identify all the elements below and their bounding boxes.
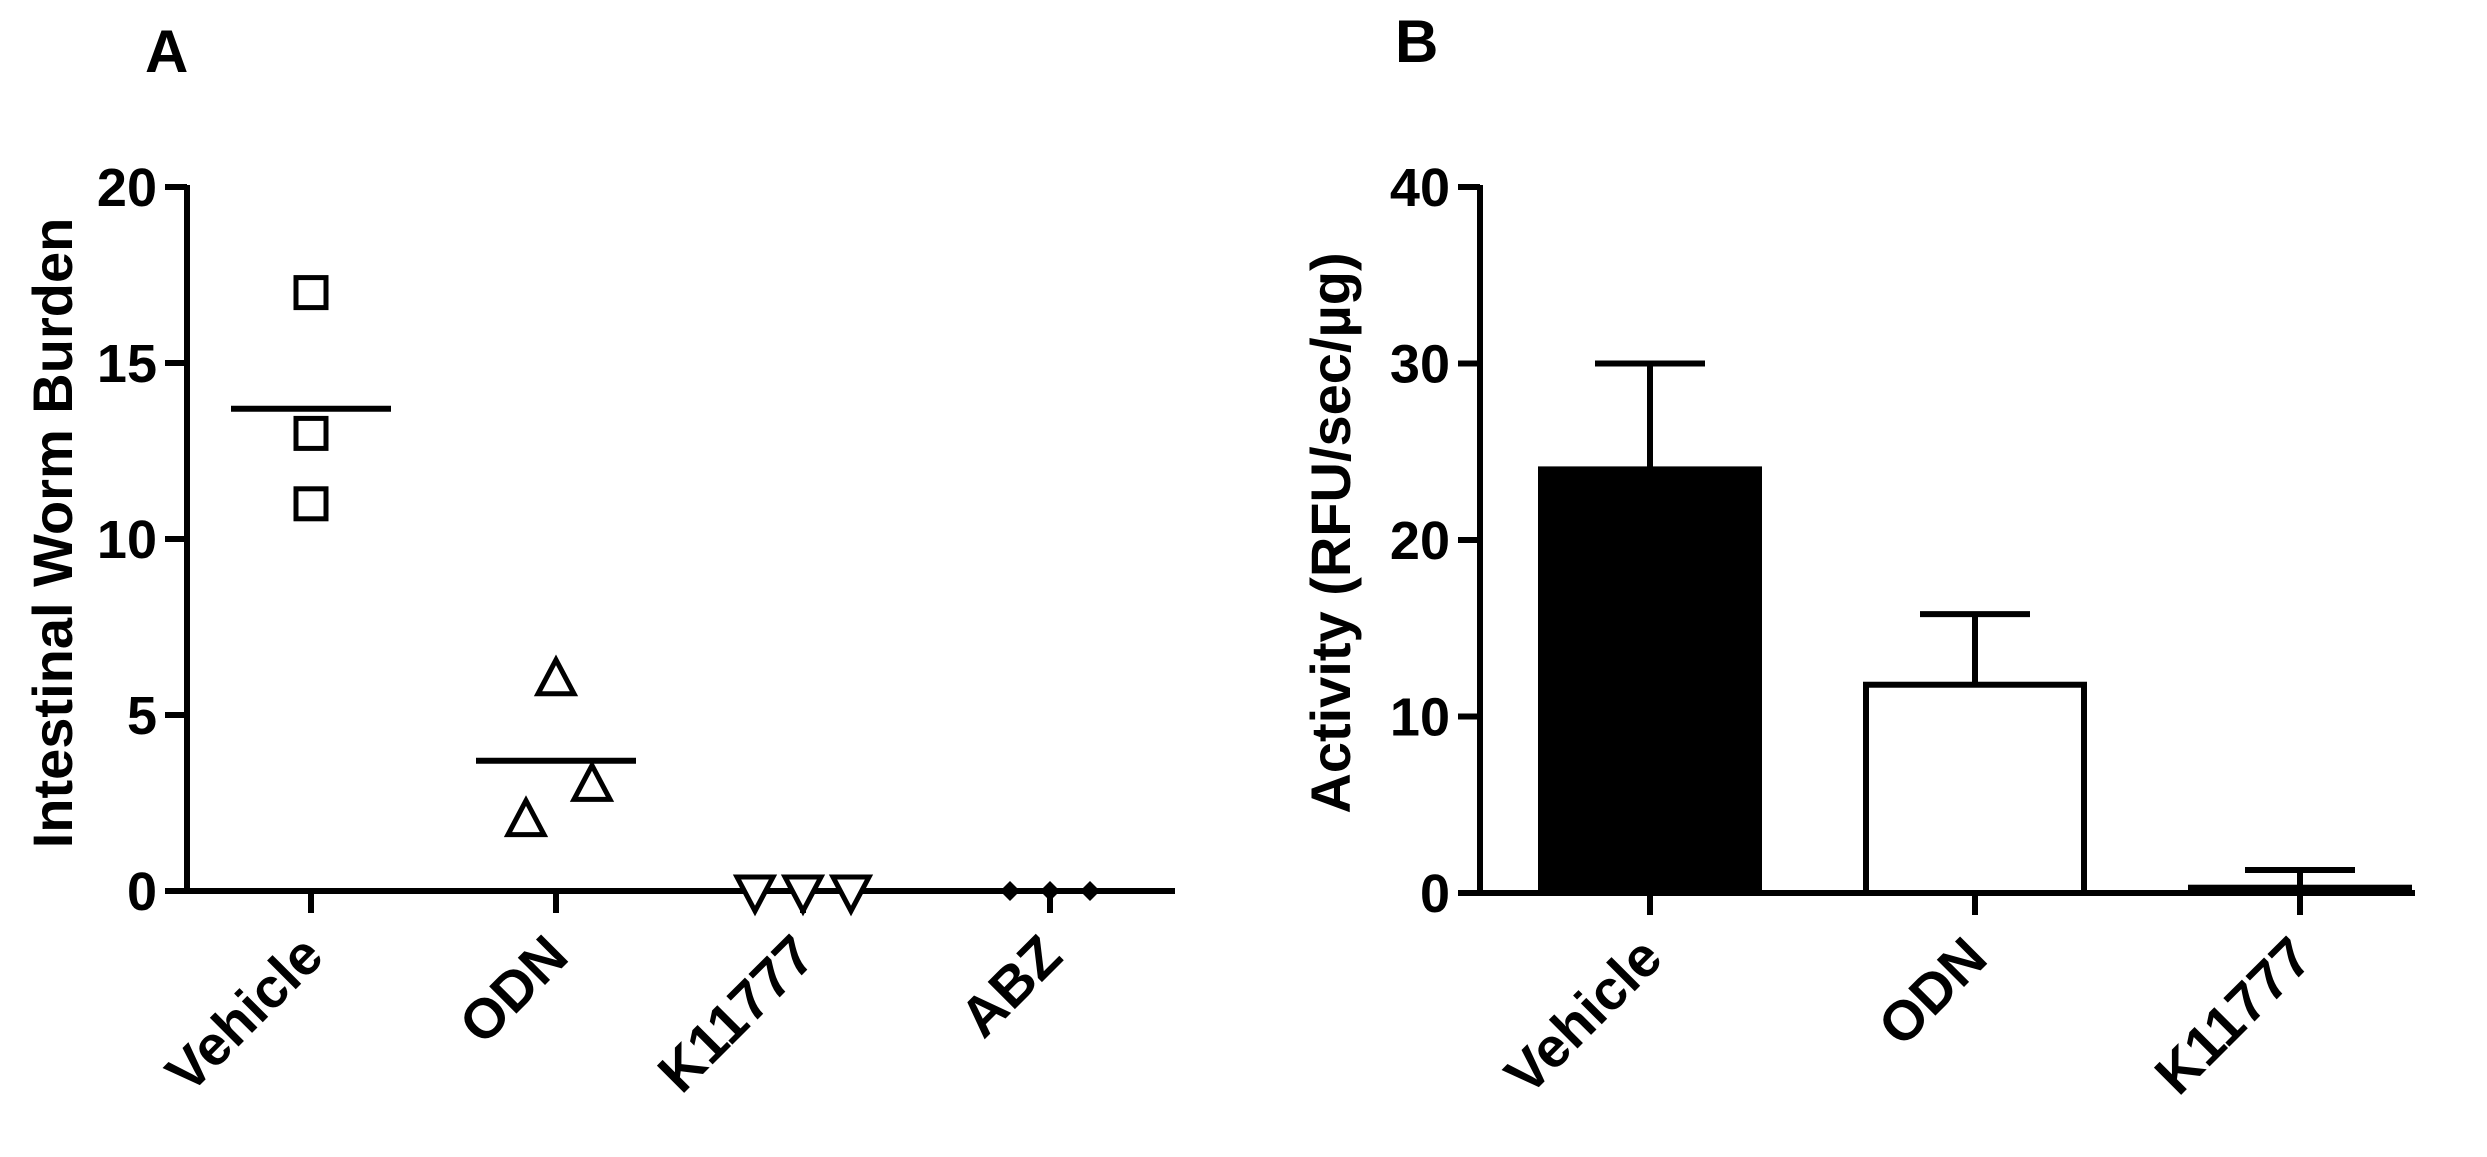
panel-b: B Activity (RFU/sec/µg) 0 10 20 30 40 Vehicle… — [1299, 8, 2415, 1106]
panel-b-y-tick-label: 0 — [1420, 864, 1450, 924]
panel-b-x-tick-label: Vehicle — [1492, 925, 1673, 1106]
panel-a-y-tick-label: 0 — [127, 862, 157, 922]
panel-a-y-tick-label: 20 — [97, 158, 157, 218]
k11777-triangle-point — [780, 874, 826, 917]
k11777-triangle-point — [732, 874, 778, 917]
panel-b-y-tick-label: 20 — [1390, 511, 1450, 571]
panel-b-y-tick-label: 40 — [1390, 158, 1450, 218]
panel-a-marks — [231, 275, 1100, 917]
odn-triangle-point — [503, 795, 549, 838]
k11777-triangle-point — [828, 874, 874, 917]
odn-triangle-point — [533, 654, 579, 697]
panel-b-y-tick-label: 30 — [1390, 335, 1450, 395]
panel-b-x-tick-label: K11777 — [2142, 925, 2323, 1106]
panel-a-label: A — [145, 18, 188, 85]
abz-diamond-point — [1040, 881, 1060, 901]
bar-odn — [1863, 681, 2087, 896]
panel-a-x-tick-label: Vehicle — [153, 923, 334, 1104]
vehicle-square-point — [293, 486, 329, 522]
panel-a-y-tick-label: 15 — [97, 334, 157, 394]
panel-a-x-tick-label: ABZ — [948, 923, 1074, 1049]
panel-b-label: B — [1395, 8, 1438, 75]
bar-k11777 — [2188, 884, 2412, 897]
bar-vehicle — [1538, 466, 1762, 896]
panel-a-x-tick-label: ODN — [447, 923, 580, 1056]
panel-b-y-axis-title: Activity (RFU/sec/µg) — [1299, 252, 1362, 813]
abz-diamond-point — [1080, 881, 1100, 901]
panel-a-x-tick-label: K11777 — [645, 923, 826, 1104]
panel-b-marks — [1538, 360, 2412, 897]
panel-a-y-tick-label: 5 — [127, 686, 157, 746]
panel-a-y-axis-title: Intestinal Worm Burden — [21, 218, 84, 849]
abz-diamond-point — [1000, 881, 1020, 901]
panel-a: A Intestinal Worm Burden 0 5 10 15 20 Vehicle… — [21, 18, 1175, 1104]
vehicle-square-point — [293, 275, 329, 311]
odn-triangle-point — [569, 760, 615, 802]
panel-b-y-tick-label: 10 — [1390, 688, 1450, 748]
panel-a-y-tick-label: 10 — [97, 510, 157, 570]
panel-a-axes: 0 5 10 15 20 Vehicle ODN K11777 ABZ — [97, 158, 1175, 1104]
vehicle-square-point — [293, 415, 329, 451]
panel-b-x-tick-label: ODN — [1866, 925, 1999, 1058]
